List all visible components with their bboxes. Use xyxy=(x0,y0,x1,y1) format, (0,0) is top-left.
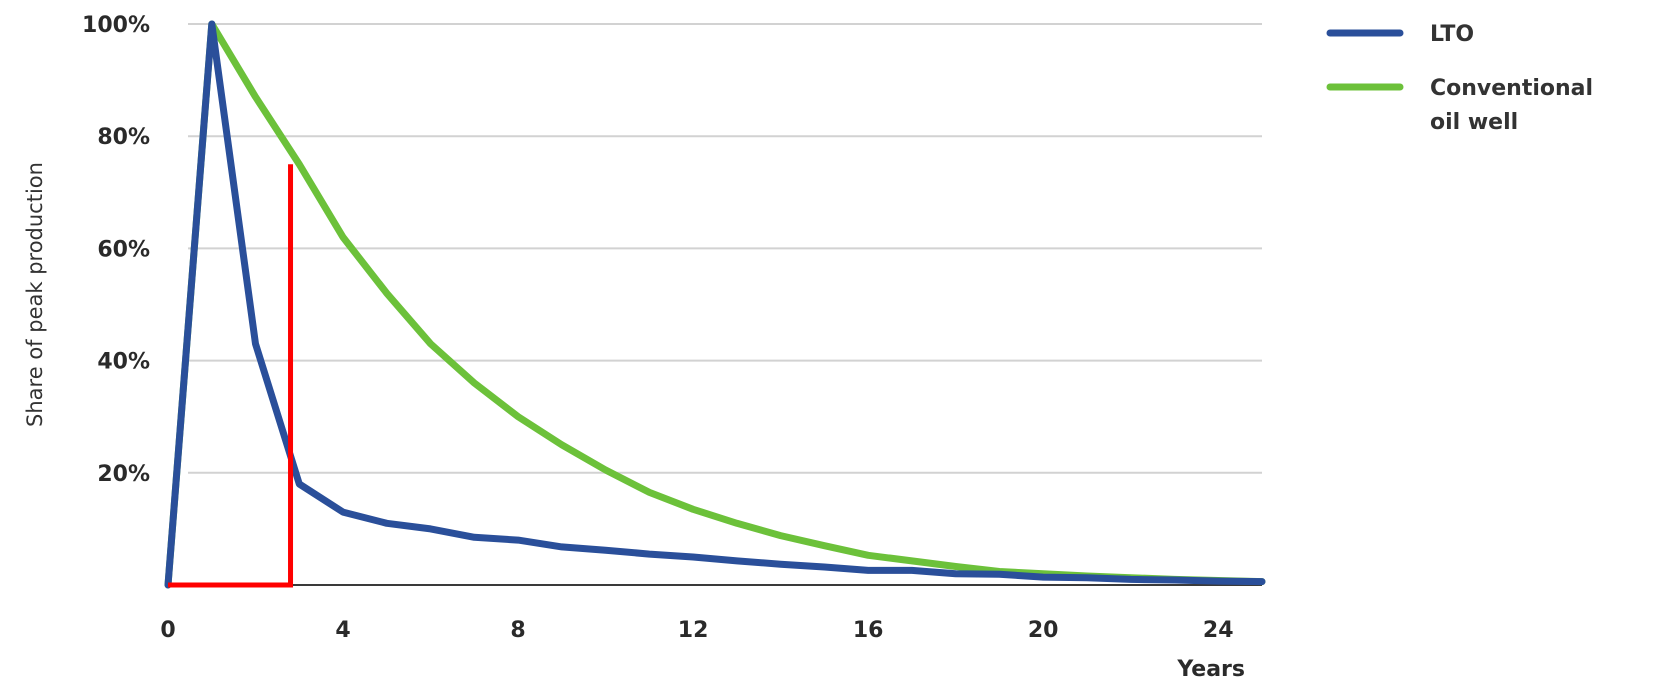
legend: LTO Conventional oil well xyxy=(1326,22,1593,135)
y-tick-label: 40% xyxy=(97,350,150,375)
series xyxy=(164,20,1266,589)
red-annotation-bracket xyxy=(168,164,294,588)
tick-labels: 0 4 8 12 16 20 24 20% 40% 60% 80% 100% xyxy=(82,13,1234,643)
gridlines xyxy=(188,23,1262,474)
x-tick-label: 4 xyxy=(335,618,350,643)
y-tick-label: 20% xyxy=(97,462,150,487)
x-tick-label: 16 xyxy=(853,618,884,643)
legend-label: LTO xyxy=(1430,22,1474,47)
series-line-conventional-oil-well xyxy=(164,20,1266,589)
x-tick-label: 8 xyxy=(510,618,525,643)
y-tick-label: 60% xyxy=(97,237,150,262)
annotation xyxy=(168,164,294,588)
x-tick-label: 12 xyxy=(678,618,709,643)
x-tick-label: 20 xyxy=(1028,618,1059,643)
y-tick-label: 100% xyxy=(82,13,150,38)
series-line-lto xyxy=(164,20,1266,589)
y-tick-label: 80% xyxy=(97,125,150,150)
y-axis-title: Share of peak production xyxy=(23,162,47,427)
x-axis-title: Years xyxy=(1176,657,1245,682)
x-tick-label: 24 xyxy=(1203,618,1234,643)
legend-label: Conventional oil well xyxy=(1430,76,1593,135)
x-tick-label: 0 xyxy=(160,618,175,643)
